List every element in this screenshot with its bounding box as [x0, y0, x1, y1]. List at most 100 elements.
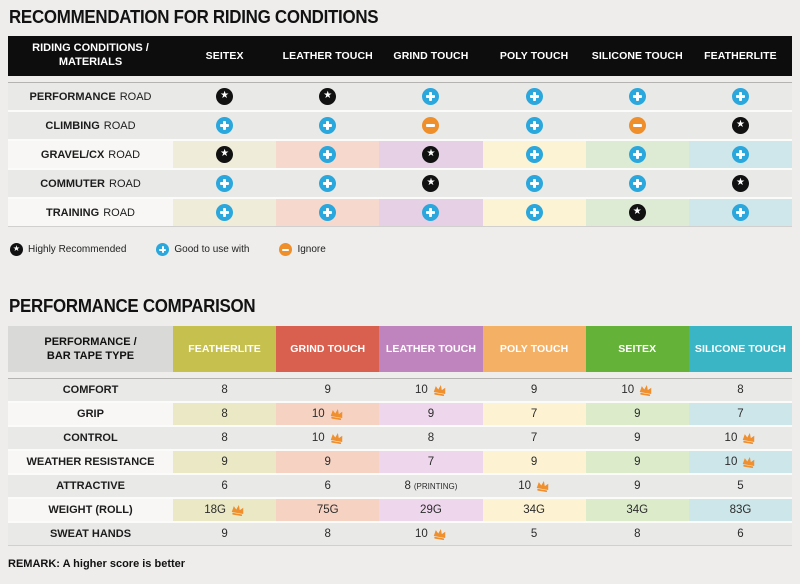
- riding-row-name: PERFORMANCE: [29, 90, 116, 103]
- score-value: 75G: [316, 504, 339, 516]
- riding-row-name: TRAINING: [46, 206, 100, 219]
- score-sweat-hands-featherlite: 9: [173, 523, 277, 545]
- cell-climbing-seitex: [173, 112, 277, 139]
- column-header-featherlite: FEATHERLITE: [173, 326, 277, 372]
- cell-training-leather-touch: [276, 199, 380, 226]
- score-value: 10: [311, 432, 325, 444]
- cell-gravel-cx-featherlite: [688, 141, 793, 168]
- plus-icon: [216, 175, 234, 192]
- crown-icon: [433, 529, 446, 541]
- plus-icon: [216, 204, 234, 221]
- score-value: 7: [737, 408, 744, 420]
- score-weight-roll-featherlite: 18G: [173, 499, 277, 521]
- score-attractive-silicone-touch: 5: [688, 475, 793, 497]
- riding-row-climbing: CLIMBING ROAD: [8, 112, 793, 139]
- score-value: 8: [404, 480, 411, 492]
- score-value: 9: [634, 408, 641, 420]
- plus-icon: [319, 146, 337, 163]
- star-icon: [216, 88, 234, 105]
- score-control-grind-touch: 10: [276, 427, 380, 449]
- score-value: 10: [415, 384, 428, 396]
- column-header-grind-touch: GRIND TOUCH: [393, 50, 469, 62]
- legend-label: Ignore: [297, 244, 326, 255]
- cell-gravel-cx-silicone-touch: [585, 141, 689, 168]
- cell-climbing-poly-touch: [482, 112, 586, 139]
- performance-header-label-line2: BAR TAPE TYPE: [46, 350, 135, 362]
- cell-commuter-poly-touch: [482, 170, 586, 197]
- performance-comparison-title: PERFORMANCE COMPARISON: [9, 296, 256, 316]
- riding-row-name: COMMUTER: [40, 177, 105, 190]
- icon-legend: Highly Recommended Good to use with Ignore: [10, 243, 792, 256]
- score-value: 6: [324, 480, 331, 492]
- score-value: 9: [634, 432, 641, 444]
- page: RECOMMENDATION FOR RIDING CONDITIONS RID…: [0, 0, 800, 570]
- performance-row-label: SWEAT HANDS: [8, 523, 173, 545]
- score-sweat-hands-leather-touch: 10: [379, 523, 483, 545]
- cell-climbing-featherlite: [688, 112, 793, 139]
- column-header-silicone-touch: SILICONE TOUCH: [591, 50, 683, 62]
- plus-icon: [525, 117, 543, 134]
- column-header-poly-touch: POLY TOUCH: [482, 326, 586, 372]
- cell-training-grind-touch: [379, 199, 483, 226]
- score-value: 10: [518, 480, 531, 492]
- star-icon: [422, 146, 440, 163]
- score-control-poly-touch: 7: [482, 427, 586, 449]
- score-attractive-leather-touch: 8 (PRINTING): [379, 475, 483, 497]
- score-weather-resistance-featherlite: 9: [173, 451, 277, 473]
- minus-icon: [279, 243, 293, 256]
- legend-label: Good to use with: [174, 244, 250, 255]
- column-header-grind-touch: GRIND TOUCH: [276, 326, 380, 372]
- riding-row-label: COMMUTER ROAD: [8, 170, 173, 197]
- performance-row-label: COMFORT: [8, 379, 173, 401]
- score-value: 6: [221, 480, 228, 492]
- riding-row-suffix: ROAD: [109, 177, 141, 190]
- score-value: 9: [324, 456, 331, 468]
- plus-icon: [628, 146, 646, 163]
- plus-icon: [319, 175, 337, 192]
- score-grip-silicone-touch: 7: [688, 403, 793, 425]
- legend-item-good-to-use-with: Good to use with: [156, 243, 249, 256]
- riding-row-suffix: ROAD: [103, 206, 135, 219]
- plus-icon: [216, 117, 234, 134]
- star-icon: [422, 175, 440, 192]
- riding-header-label-line1: RIDING CONDITIONS /: [32, 42, 149, 55]
- performance-header-label-line1: PERFORMANCE /: [44, 335, 137, 348]
- cell-training-poly-touch: [482, 199, 586, 226]
- score-value: 8: [427, 432, 435, 444]
- cell-commuter-silicone-touch: [585, 170, 689, 197]
- score-value: 9: [427, 408, 435, 420]
- cell-commuter-seitex: [173, 170, 277, 197]
- score-comfort-silicone-touch: 8: [688, 379, 793, 401]
- score-grip-poly-touch: 7: [482, 403, 586, 425]
- score-value: 34G: [626, 504, 649, 516]
- score-comfort-leather-touch: 10: [379, 379, 483, 401]
- star-icon: [731, 117, 749, 134]
- plus-icon: [525, 88, 543, 105]
- score-comfort-poly-touch: 9: [482, 379, 586, 401]
- score-value: 7: [530, 432, 538, 444]
- score-weight-roll-poly-touch: 34G: [482, 499, 586, 521]
- score-note: (PRINTING): [413, 481, 458, 491]
- riding-row-suffix: ROAD: [108, 148, 141, 161]
- column-header-silicone-touch: SILICONE TOUCH: [688, 326, 793, 372]
- crown-icon: [743, 433, 755, 445]
- cell-climbing-silicone-touch: [585, 112, 689, 139]
- minus-icon: [422, 117, 440, 134]
- plus-icon: [525, 204, 543, 221]
- score-value: 6: [737, 528, 744, 540]
- score-sweat-hands-poly-touch: 5: [482, 523, 586, 545]
- plus-icon: [731, 146, 749, 163]
- score-grip-leather-touch: 9: [379, 403, 483, 425]
- score-value: 7: [427, 456, 435, 468]
- cell-commuter-leather-touch: [276, 170, 380, 197]
- star-icon: [216, 146, 234, 163]
- cell-commuter-featherlite: [688, 170, 793, 197]
- riding-row-label: CLIMBING ROAD: [8, 112, 173, 139]
- score-attractive-seitex: 9: [585, 475, 689, 497]
- riding-row-commuter: COMMUTER ROAD: [8, 170, 793, 197]
- cell-performance-silicone-touch: [585, 83, 689, 110]
- riding-row-label: GRAVEL/CX ROAD: [8, 141, 173, 168]
- riding-header-label: RIDING CONDITIONS / MATERIALS: [8, 42, 173, 70]
- score-value: 9: [530, 456, 538, 468]
- score-value: 5: [530, 528, 538, 540]
